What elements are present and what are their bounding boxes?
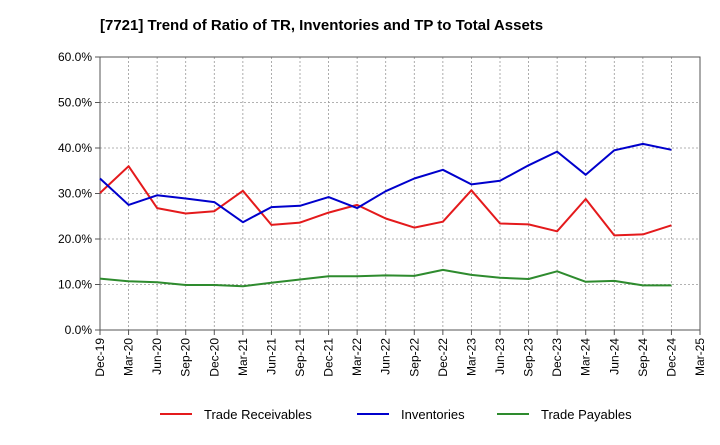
x-tick-label: Jun-21 [264, 338, 278, 375]
grid [100, 56, 700, 330]
x-tick-label: Dec-22 [436, 338, 450, 377]
y-tick-label: 0.0% [65, 323, 93, 337]
x-tick-label: Dec-19 [93, 338, 107, 377]
legend: Trade Receivables Inventories Trade Payabl… [160, 407, 632, 422]
axes: 0.0% 10.0% 20.0% 30.0% 40.0% 50.0% 60.0% Dec-19… [58, 50, 707, 377]
x-tick-label: Dec-23 [550, 338, 564, 377]
x-tick-label: Mar-21 [236, 338, 250, 376]
series-line-trade-receivables [99, 165, 672, 237]
y-tick-label: 60.0% [58, 50, 92, 64]
x-tick-label: Mar-20 [122, 338, 136, 376]
x-tick-label: Sep-21 [293, 338, 307, 377]
x-tick-label: Jun-24 [607, 338, 621, 375]
x-tick-label: Sep-23 [522, 338, 536, 377]
chart-title: [7721] Trend of Ratio of TR, Inventories… [100, 17, 543, 34]
x-tick-label: Jun-20 [150, 338, 164, 375]
x-tick-label: Mar-23 [464, 338, 478, 376]
x-tick-label: Jun-22 [379, 338, 393, 375]
x-tick-label: Sep-22 [407, 338, 421, 377]
y-tick-label: 10.0% [58, 278, 92, 292]
x-tick-label: Mar-22 [350, 338, 364, 376]
x-tick-label: Jun-23 [493, 338, 507, 375]
x-tick-label: Sep-24 [636, 338, 650, 377]
legend-label: Trade Receivables [204, 407, 312, 422]
series-line-trade-payables [99, 268, 672, 288]
y-tick-label: 50.0% [58, 96, 92, 110]
y-tick-label: 20.0% [58, 232, 92, 246]
y-tick-label: 40.0% [58, 141, 92, 155]
x-tick-label: Dec-24 [664, 338, 678, 377]
x-tick-label: Mar-25 [693, 338, 707, 376]
legend-label: Inventories [401, 407, 465, 422]
series-line-inventories [99, 142, 672, 224]
legend-label: Trade Payables [541, 407, 632, 422]
y-tick-label: 30.0% [58, 187, 92, 201]
x-tick-label: Mar-24 [579, 338, 593, 376]
x-tick-label: Dec-21 [322, 338, 336, 377]
x-tick-label: Sep-20 [179, 338, 193, 377]
x-tick-label: Dec-20 [207, 338, 221, 377]
series-lines [99, 142, 672, 288]
